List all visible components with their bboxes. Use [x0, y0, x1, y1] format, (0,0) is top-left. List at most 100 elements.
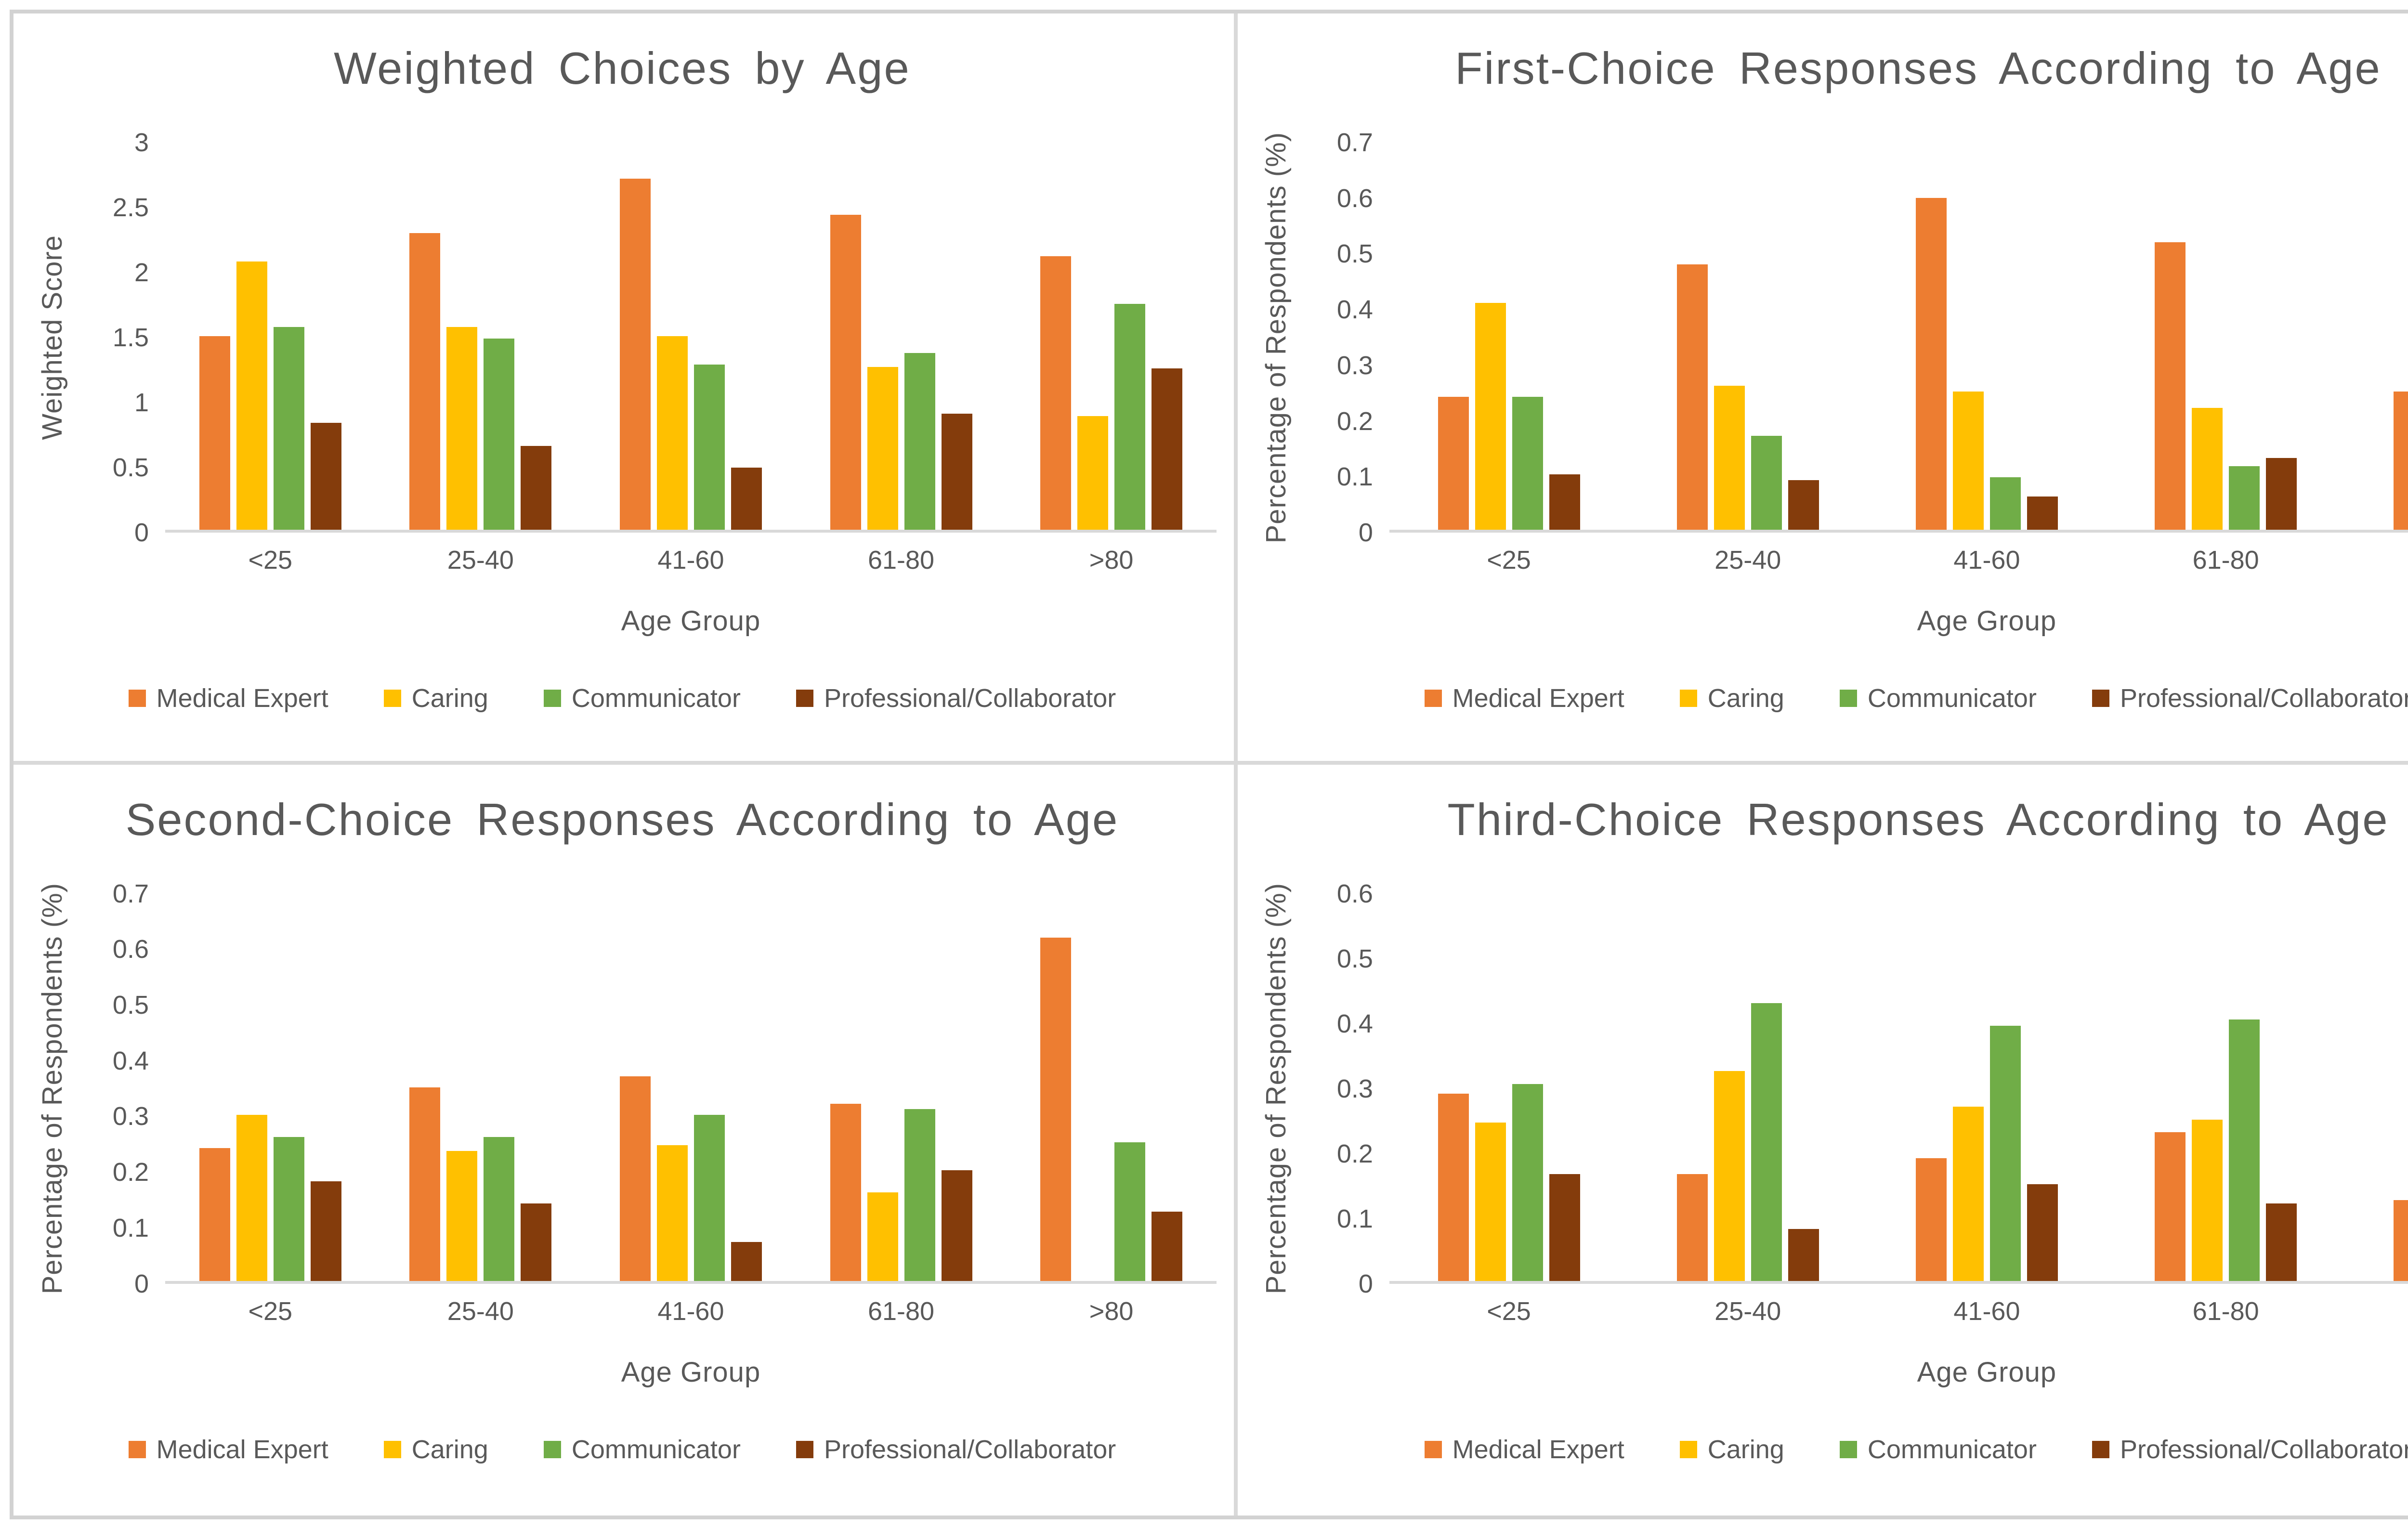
bar — [1549, 1174, 1580, 1281]
bar — [1676, 1174, 1708, 1281]
bar — [731, 1242, 762, 1281]
bar — [694, 364, 725, 530]
legend-label: Medical Expert — [156, 684, 328, 713]
x-tick-label: >80 — [1089, 1296, 1134, 1326]
bar — [2192, 408, 2223, 530]
y-axis-title: Percentage of Respondents (%) — [1252, 883, 1300, 1294]
bar-group — [165, 143, 376, 530]
y-tick-label: 0.1 — [112, 1213, 149, 1242]
y-tick-label: 0.4 — [112, 1046, 149, 1075]
bar — [1438, 1093, 1469, 1281]
bar — [1788, 480, 1819, 530]
plot-area — [165, 143, 1217, 533]
legend-item: Professional/Collaborator — [796, 1435, 1116, 1464]
legend-swatch — [383, 690, 401, 707]
legend-item: Medical Expert — [128, 1435, 328, 1464]
y-tick-label: 0.1 — [1336, 462, 1373, 492]
y-tick-label: 2.5 — [112, 193, 149, 222]
bar — [2027, 1184, 2058, 1281]
chart-first-choice-responses: First-Choice Responses According to Age … — [1237, 13, 2408, 765]
plot-area — [1389, 894, 2408, 1284]
bar-group — [586, 894, 796, 1281]
legend-swatch — [1679, 690, 1697, 707]
x-tick-label: 61-80 — [2192, 546, 2259, 575]
x-tick-label: >80 — [2345, 1296, 2408, 1326]
chart-third-choice-responses: Third-Choice Responses According to Age … — [1237, 764, 2408, 1516]
y-tick-label: 0.3 — [1336, 1074, 1373, 1103]
bar-group — [1006, 143, 1217, 530]
x-axis-spacer — [28, 1326, 165, 1388]
bar — [310, 422, 341, 530]
bar — [521, 1203, 552, 1281]
bar — [941, 413, 972, 530]
bar — [409, 233, 441, 530]
bar — [1989, 1026, 2021, 1281]
y-tick-label: 2 — [134, 258, 149, 288]
bar — [904, 353, 935, 530]
legend-swatch — [128, 690, 146, 707]
bar — [1438, 397, 1469, 530]
legend-swatch — [1424, 1440, 1442, 1458]
y-tick-label: 1 — [134, 388, 149, 418]
bar-group — [165, 894, 376, 1281]
chart-title: Third-Choice Responses According to Age — [1447, 794, 2389, 845]
bar-group — [796, 143, 1007, 530]
bar-group — [1389, 143, 1628, 530]
bar — [1915, 197, 1947, 530]
y-tick-label: 0.6 — [1336, 879, 1373, 908]
bar — [1952, 391, 1984, 530]
bar — [2229, 466, 2260, 530]
bar — [409, 1087, 441, 1281]
bar — [446, 1150, 478, 1281]
bar — [1714, 1071, 1745, 1281]
bar — [1989, 477, 2021, 530]
chart-second-choice-responses: Second-Choice Responses According to Age… — [13, 764, 1238, 1516]
x-tick-label: <25 — [248, 546, 293, 575]
legend-item: Communicator — [1839, 683, 2037, 713]
bar — [941, 1170, 972, 1281]
bar — [1915, 1158, 1947, 1281]
x-tick-label: 25-40 — [1714, 546, 1781, 575]
bar — [2027, 497, 2058, 530]
legend-swatch — [1679, 1440, 1697, 1458]
y-tick-label: 0.4 — [1336, 295, 1373, 325]
x-tick-label: 25-40 — [1714, 1296, 1781, 1326]
legend-item: Caring — [1679, 1435, 1784, 1464]
y-tick-label: 0 — [1358, 518, 1373, 547]
legend-item: Communicator — [1839, 1435, 2037, 1464]
x-axis: <25 25-40 41-60 61-80 >80 — [165, 545, 1217, 575]
legend-item: Caring — [1679, 683, 1784, 713]
y-axis-title-text: Percentage of Respondents (%) — [1260, 131, 1292, 544]
bar — [1040, 256, 1072, 530]
legend-swatch — [383, 1440, 401, 1458]
legend-label: Communicator — [1867, 684, 2037, 713]
bar — [619, 1076, 651, 1281]
bar — [1714, 386, 1745, 530]
legend-label: Communicator — [1867, 1435, 2037, 1464]
legend-item: Medical Expert — [1424, 683, 1624, 713]
bar — [273, 327, 304, 530]
bar — [1114, 1142, 1146, 1281]
y-tick-label: 0.5 — [112, 453, 149, 483]
x-axis-title: Age Group — [621, 1356, 761, 1388]
chart-title: First-Choice Responses According to Age — [1455, 43, 2382, 93]
bar — [484, 339, 515, 530]
legend-item: Communicator — [543, 1435, 741, 1464]
y-tick-label: 0.4 — [1336, 1009, 1373, 1038]
x-axis-spacer — [28, 575, 165, 637]
legend-label: Caring — [1707, 1435, 1784, 1464]
y-tick-label: 0.5 — [1336, 944, 1373, 973]
bar — [1751, 435, 1782, 530]
bar-group — [2107, 894, 2345, 1281]
chart-body: Percentage of Respondents (%) 0 0.1 0.2 0.3… — [1252, 881, 2408, 1297]
x-axis-title: Age Group — [1917, 605, 2057, 637]
bar — [1676, 264, 1708, 530]
bar — [199, 336, 230, 530]
legend-label: Professional/Collaborator — [824, 684, 1116, 713]
bar — [1040, 938, 1072, 1281]
bar — [731, 468, 762, 530]
y-axis-title-text: Percentage of Respondents (%) — [1260, 883, 1292, 1294]
bar — [867, 367, 898, 530]
x-axis: <25 25-40 41-60 61-80 >80 — [165, 1296, 1217, 1326]
chart-container: Second-Choice Responses According to Age… — [13, 765, 1234, 1516]
